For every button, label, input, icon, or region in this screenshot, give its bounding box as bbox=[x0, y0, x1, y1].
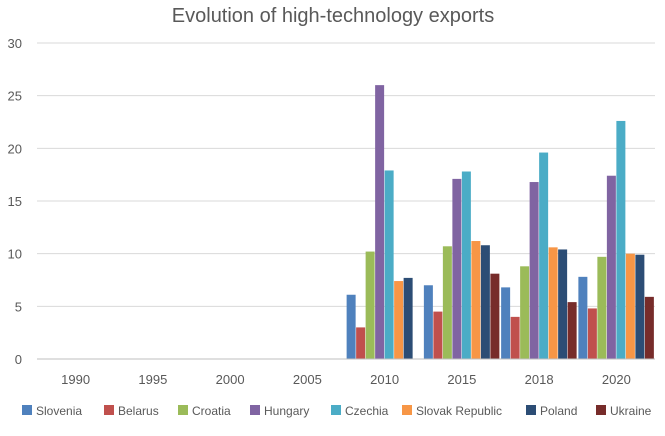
bar bbox=[539, 152, 549, 359]
bar bbox=[403, 277, 413, 359]
bar bbox=[461, 171, 471, 359]
y-tick-label: 0 bbox=[15, 352, 22, 367]
legend-item: Hungary bbox=[250, 404, 309, 418]
y-tick-label: 15 bbox=[8, 194, 22, 209]
bar bbox=[616, 120, 626, 360]
x-tick-label: 2010 bbox=[370, 372, 399, 387]
legend-swatch bbox=[178, 405, 188, 415]
x-tick-label: 1990 bbox=[61, 372, 90, 387]
bar bbox=[346, 294, 356, 359]
y-tick-label: 30 bbox=[8, 36, 22, 51]
bar bbox=[442, 246, 452, 359]
bar bbox=[510, 316, 520, 359]
y-axis-tick-labels: 0 5 10 15 20 25 30 bbox=[8, 36, 22, 367]
legend-item: Poland bbox=[526, 404, 577, 418]
bar bbox=[558, 249, 568, 359]
bar bbox=[529, 182, 539, 359]
legend-item: Czechia bbox=[331, 404, 389, 418]
bar bbox=[365, 251, 375, 359]
bar bbox=[490, 273, 500, 359]
legend-swatch bbox=[22, 405, 32, 415]
bar bbox=[625, 253, 635, 359]
y-tick-label: 25 bbox=[8, 89, 22, 104]
legend: Slovenia Belarus Croatia Hungary Czechia Slov… bbox=[22, 404, 652, 418]
chart-title: Evolution of high-technology exports bbox=[172, 5, 494, 27]
bar bbox=[452, 178, 462, 359]
y-tick-label: 5 bbox=[15, 299, 22, 314]
legend-item: Belarus bbox=[104, 404, 159, 418]
legend-label: Hungary bbox=[264, 404, 309, 418]
bar bbox=[635, 254, 645, 359]
x-tick-label: 2018 bbox=[525, 372, 554, 387]
bar bbox=[471, 241, 481, 359]
x-tick-label: 2000 bbox=[216, 372, 245, 387]
legend-swatch bbox=[596, 405, 606, 415]
legend-swatch bbox=[331, 405, 341, 415]
bar bbox=[644, 296, 654, 359]
legend-label: Belarus bbox=[118, 404, 159, 418]
y-tick-label: 20 bbox=[8, 141, 22, 156]
x-tick-label: 2020 bbox=[602, 372, 631, 387]
bar bbox=[548, 247, 558, 359]
legend-swatch bbox=[402, 405, 412, 415]
bar bbox=[567, 302, 577, 359]
legend-swatch bbox=[104, 405, 114, 415]
legend-item: Ukraine bbox=[596, 404, 652, 418]
bar bbox=[606, 175, 616, 359]
legend-label: Ukraine bbox=[610, 404, 652, 418]
bar bbox=[375, 85, 385, 359]
bar bbox=[394, 281, 404, 359]
legend-label: Poland bbox=[540, 404, 577, 418]
bar bbox=[433, 311, 443, 359]
bar bbox=[501, 287, 511, 359]
bar bbox=[384, 170, 394, 359]
legend-item: Slovenia bbox=[22, 404, 82, 418]
bars bbox=[346, 85, 654, 360]
y-tick-label: 10 bbox=[8, 247, 22, 262]
legend-item: Slovak Republic bbox=[402, 404, 502, 418]
legend-label: Slovenia bbox=[36, 404, 82, 418]
legend-item: Croatia bbox=[178, 404, 231, 418]
bar bbox=[597, 256, 607, 359]
legend-swatch bbox=[250, 405, 260, 415]
bar bbox=[520, 266, 530, 359]
x-tick-label: 2015 bbox=[447, 372, 476, 387]
legend-label: Croatia bbox=[192, 404, 231, 418]
bar bbox=[578, 276, 588, 359]
legend-swatch bbox=[526, 405, 536, 415]
bar bbox=[480, 245, 490, 359]
x-tick-label: 1995 bbox=[138, 372, 167, 387]
bar bbox=[356, 327, 366, 359]
x-axis-tick-labels: 1990 1995 2000 2005 2010 2015 2018 2020 bbox=[61, 372, 631, 387]
legend-label: Czechia bbox=[345, 404, 389, 418]
x-tick-label: 2005 bbox=[293, 372, 322, 387]
legend-label: Slovak Republic bbox=[416, 404, 502, 418]
bar bbox=[587, 308, 597, 359]
bar bbox=[423, 285, 433, 359]
